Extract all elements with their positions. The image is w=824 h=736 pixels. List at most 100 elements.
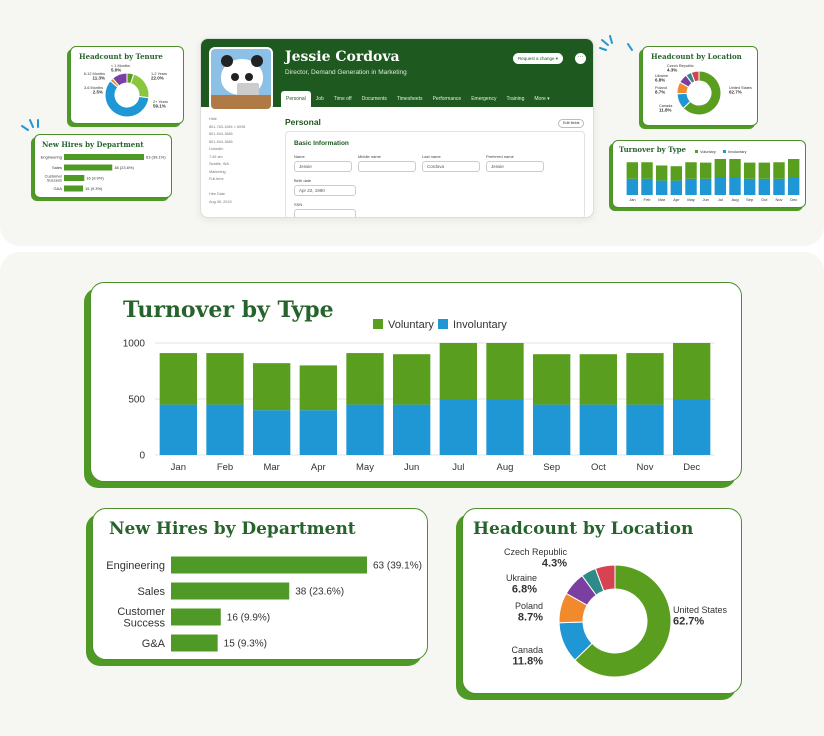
tab-more[interactable]: More ▾: [534, 96, 550, 102]
mini-tenure-slice-name-label: < 1 Months: [111, 64, 130, 68]
mini-tenure-slice-name-label: 1-2 Years: [151, 72, 167, 76]
sidebar-line: 801-763-1084 × 6096: [209, 124, 246, 129]
mini-bar: [64, 175, 85, 181]
bar-involuntary: [253, 410, 291, 455]
legend-swatch-involuntary: [438, 319, 448, 329]
employee-title: Director, Demand Generation in Marketing: [285, 69, 407, 76]
sidebar-line[interactable]: Hide: [209, 117, 217, 121]
mini-bar-involuntary: [714, 177, 727, 195]
slice-value-label: 4.3%: [542, 558, 567, 570]
x-tick-label: Jul: [452, 462, 464, 473]
bar-involuntary: [439, 399, 477, 455]
new-hires-card: New Hires by Department Engineering 63 (3…: [92, 508, 428, 660]
bar-involuntary: [533, 404, 571, 455]
mini-x-tick-label: Nov: [775, 197, 782, 202]
mini-bar-involuntary: [641, 178, 653, 195]
more-options-button[interactable]: ···: [575, 53, 586, 64]
tab-timesheets[interactable]: Timesheets: [396, 96, 423, 102]
mini-bar-involuntary: [655, 180, 668, 195]
slice: [594, 564, 616, 592]
panda-ear-icon: [221, 55, 233, 67]
mini-bar-voluntary: [743, 162, 756, 179]
bar-involuntary: [579, 404, 617, 455]
mini-value-label: 63 (39.1%): [146, 154, 166, 159]
basic-information-panel: Basic Information Name Jessie Middle nam…: [285, 131, 585, 217]
bar-involuntary: [299, 410, 337, 455]
mini-bar-voluntary: [758, 162, 771, 179]
mini-bar-voluntary: [685, 162, 697, 179]
mini-value-label: 15 (9.3%): [85, 186, 103, 191]
mini-tenure-slice-name-label: 2+ Years: [153, 100, 168, 104]
mini-location-title: Headcount by Location: [651, 52, 742, 61]
value-label: 16 (9.9%): [227, 613, 270, 624]
mini-tenure-slice-value-label: 5.0%: [111, 68, 121, 73]
mini-bar-voluntary: [787, 159, 800, 177]
ssn-field[interactable]: [294, 209, 356, 217]
tab-job[interactable]: Job: [315, 96, 324, 102]
birth-date-field[interactable]: Apr 22, 1990: [294, 185, 356, 196]
profile-sidebar: Hide 801-763-1084 × 6096 801-544-1686 80…: [209, 117, 271, 207]
mini-value-label: 38 (23.6%): [114, 165, 134, 170]
mini-x-tick-label: May: [687, 197, 695, 202]
tab-documents[interactable]: Documents: [361, 96, 387, 102]
middle-name-field[interactable]: [358, 161, 416, 172]
bar-voluntary: [533, 354, 571, 405]
mini-new-hires-bar-chart: Engineering 63 (39.1%) Sales 38 (23.6%) Cust…: [41, 154, 166, 192]
mini-bar: [64, 164, 113, 171]
mini-legend-label-involuntary: Involuntary: [728, 150, 747, 154]
bar-voluntary: [673, 343, 711, 399]
value-label: 38 (23.6%): [295, 587, 344, 598]
mini-bar-involuntary: [626, 178, 639, 195]
bar-voluntary: [206, 353, 244, 405]
mini-bar-involuntary: [773, 178, 785, 195]
name-field[interactable]: Jessie: [294, 161, 352, 172]
new-hires-bar-chart: Engineering 63 (39.1%) Sales 38 (23.6%) Cust…: [106, 556, 422, 652]
bar-involuntary: [673, 399, 711, 455]
mini-slice: [682, 70, 722, 116]
mini-x-tick-label: Sep: [746, 197, 754, 202]
preferred-name-label: Preferred name: [486, 154, 514, 159]
last-name-field[interactable]: Cordova: [422, 161, 480, 172]
mini-category-label: G&A: [54, 186, 63, 191]
slice-name-label: Poland: [515, 601, 543, 611]
mini-x-tick-label: Jul: [718, 197, 723, 202]
category-label: Engineering: [106, 560, 165, 572]
headcount-location-title: Headcount by Location: [473, 519, 694, 539]
bar-voluntary: [486, 343, 524, 399]
category-label: Sales: [137, 586, 165, 598]
bar: [171, 556, 367, 574]
preferred-name-field[interactable]: Jessie: [486, 161, 544, 172]
legend-label-voluntary: Voluntary: [388, 319, 434, 331]
bar-voluntary: [253, 363, 291, 411]
mini-card-new-hires: New Hires by Department Engineering 63 (3…: [34, 134, 172, 198]
tab-personal[interactable]: Personal: [281, 91, 311, 107]
sidebar-line: 7:49 am: [209, 154, 223, 159]
tab-training[interactable]: Training: [506, 96, 525, 102]
x-tick-label: May: [356, 462, 374, 473]
sidebar-line: Marketing: [209, 169, 226, 174]
bar-involuntary: [206, 404, 244, 455]
edit-fields-button[interactable]: Edit fields: [558, 119, 585, 128]
request-change-button[interactable]: Request a change ▾: [513, 53, 564, 64]
mini-card-headcount-location: Headcount by Location United States 62.7%…: [642, 46, 758, 126]
mini-legend-label-voluntary: Voluntary: [700, 150, 716, 154]
desk-icon: [211, 95, 271, 109]
sidebar-line: Full-time: [209, 177, 224, 181]
sidebar-line[interactable]: LinkedIn: [209, 147, 224, 151]
mini-slice: [690, 70, 700, 83]
tab-emergency[interactable]: Emergency: [471, 96, 497, 102]
headcount-location-card: Headcount by Location United States 62.7%…: [462, 508, 742, 694]
mini-slice-value-label: 6.8%: [655, 78, 665, 83]
slice-value-label: 8.7%: [518, 612, 543, 624]
tab-performance[interactable]: Performance: [432, 96, 462, 102]
x-tick-label: Apr: [311, 462, 326, 473]
sidebar-line: Hire Date: [209, 192, 226, 196]
mini-bar-voluntary: [714, 159, 727, 177]
bar: [171, 582, 290, 600]
panda-eye-icon: [245, 73, 253, 81]
slice-name-label: United States: [673, 605, 728, 615]
slice-value-label: 62.7%: [673, 616, 704, 628]
mini-bar-involuntary: [670, 180, 683, 195]
tab-time-off[interactable]: Time off: [333, 96, 352, 102]
